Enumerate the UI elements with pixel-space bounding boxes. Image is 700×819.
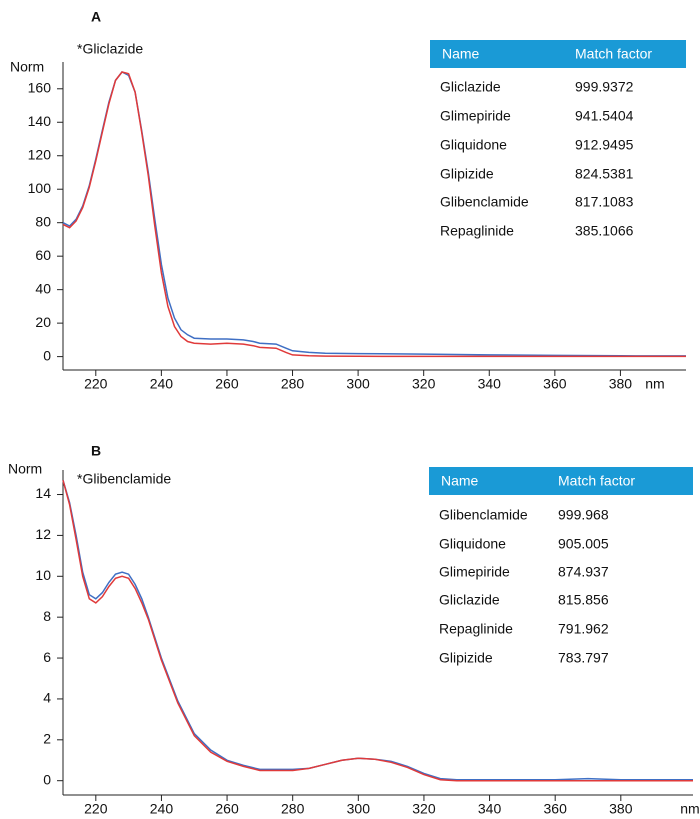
y-tick-label: 120 — [28, 146, 52, 162]
y-tick-label: 40 — [35, 280, 51, 296]
panel-label: A — [91, 9, 101, 25]
x-tick-label: 240 — [150, 376, 174, 392]
y-tick-label: 6 — [43, 649, 51, 665]
table-cell: Glimepiride — [439, 564, 510, 580]
x-tick-label: 380 — [609, 376, 633, 392]
x-tick-label: 300 — [347, 801, 371, 817]
x-tick-label: 380 — [609, 801, 633, 817]
table-cell: Gliclazide — [439, 592, 500, 608]
table-cell: Gliquidone — [440, 137, 507, 153]
table-cell: 941.5404 — [575, 108, 634, 124]
y-tick-label: 160 — [28, 79, 52, 95]
x-axis-label: nm — [680, 801, 699, 817]
y-tick-label: 100 — [28, 180, 52, 196]
x-tick-label: 260 — [215, 376, 239, 392]
x-tick-label: 320 — [412, 801, 436, 817]
x-tick-label: 220 — [84, 801, 108, 817]
table-cell: 999.9372 — [575, 79, 634, 95]
table-cell: 912.9495 — [575, 137, 634, 153]
x-axis-label: nm — [645, 376, 664, 392]
table-cell: 385.1066 — [575, 223, 634, 239]
table-cell: Glipizide — [439, 650, 493, 666]
panel-label: B — [91, 443, 101, 459]
table-header-cell: Name — [442, 46, 480, 62]
table-cell: 874.937 — [558, 564, 609, 580]
x-tick-label: 360 — [544, 801, 568, 817]
table-header-cell: Name — [441, 473, 479, 489]
y-axis-label: Norm — [8, 461, 42, 477]
table-cell: Gliquidone — [439, 536, 506, 552]
table-cell: 783.797 — [558, 650, 609, 666]
table-cell: 815.856 — [558, 592, 609, 608]
y-tick-label: 20 — [35, 314, 51, 330]
table-cell: 999.968 — [558, 507, 609, 523]
table-cell: 824.5381 — [575, 166, 634, 182]
table-header — [429, 467, 693, 495]
table-cell: Glibenclamide — [439, 507, 528, 523]
x-tick-label: 340 — [478, 801, 502, 817]
y-tick-label: 0 — [43, 347, 51, 363]
x-tick-label: 300 — [346, 376, 370, 392]
x-tick-label: 260 — [215, 801, 239, 817]
table-cell: Gliclazide — [440, 79, 501, 95]
table-cell: Repaglinide — [440, 223, 514, 239]
x-tick-label: 280 — [281, 376, 305, 392]
table-cell: Glibenclamide — [440, 194, 529, 210]
x-tick-label: 240 — [150, 801, 174, 817]
table-cell: Repaglinide — [439, 621, 513, 637]
y-tick-label: 10 — [35, 567, 51, 583]
y-tick-label: 14 — [35, 485, 51, 501]
table-cell: 905.005 — [558, 536, 609, 552]
x-tick-label: 340 — [478, 376, 502, 392]
y-tick-label: 60 — [35, 247, 51, 263]
spectrum-line — [62, 71, 686, 358]
y-tick-label: 12 — [35, 526, 51, 542]
annotation: *Glibenclamide — [77, 471, 171, 487]
x-tick-label: 220 — [84, 376, 108, 392]
table-header-cell: Match factor — [575, 46, 652, 62]
table-cell: 817.1083 — [575, 194, 634, 210]
y-axis-label: Norm — [10, 59, 44, 75]
y-tick-label: 8 — [43, 608, 51, 624]
annotation: *Gliclazide — [77, 41, 143, 57]
x-tick-label: 360 — [543, 376, 567, 392]
table-header — [430, 40, 686, 68]
y-tick-label: 4 — [43, 690, 51, 706]
y-tick-label: 80 — [35, 213, 51, 229]
table-header-cell: Match factor — [558, 473, 635, 489]
y-tick-label: 140 — [28, 113, 52, 129]
spectrum-line — [62, 479, 693, 781]
table-cell: Glipizide — [440, 166, 494, 182]
table-cell: 791.962 — [558, 621, 609, 637]
x-tick-label: 280 — [281, 801, 305, 817]
x-tick-label: 320 — [412, 376, 436, 392]
y-tick-label: 2 — [43, 731, 51, 747]
spectrum-line — [62, 480, 693, 782]
y-tick-label: 0 — [43, 771, 51, 787]
table-cell: Glimepiride — [440, 108, 511, 124]
